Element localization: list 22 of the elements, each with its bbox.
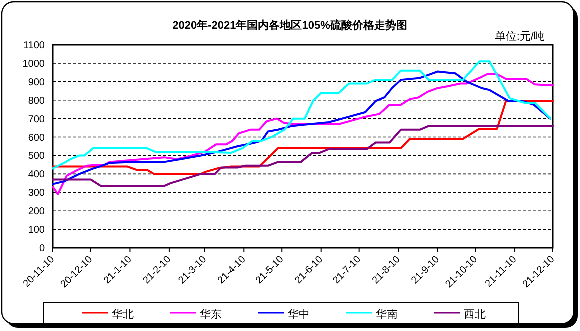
legend-label: 华东 [200,308,222,321]
line-series [52,125,554,188]
y-tick-label: 1000 [22,58,46,70]
y-tick-label: 200 [28,206,46,218]
y-tick-label: 100 [28,225,46,236]
y-tick-label: 500 [28,151,46,162]
y-tick-label: 600 [28,132,46,144]
legend-label: 华南 [376,308,398,321]
y-tick-label: 700 [28,114,46,126]
legend-label: 华北 [112,308,134,321]
legend-label: 华中 [288,308,310,321]
text: 单位:元/吨 [494,30,545,43]
y-tick-label: 400 [28,170,46,181]
line-series [52,100,554,176]
y-tick-label: 900 [28,77,46,88]
legend-label: 西北 [464,308,486,321]
y-tick-label: 800 [28,96,46,107]
chart-title: 2020年-2021年国内各地区105%硫酸价格走势图 [172,19,408,32]
y-tick-label: 0 [39,244,46,254]
line-series [52,60,552,170]
y-tick-label: 1100 [23,40,46,52]
y-tick-label: 300 [28,188,46,200]
